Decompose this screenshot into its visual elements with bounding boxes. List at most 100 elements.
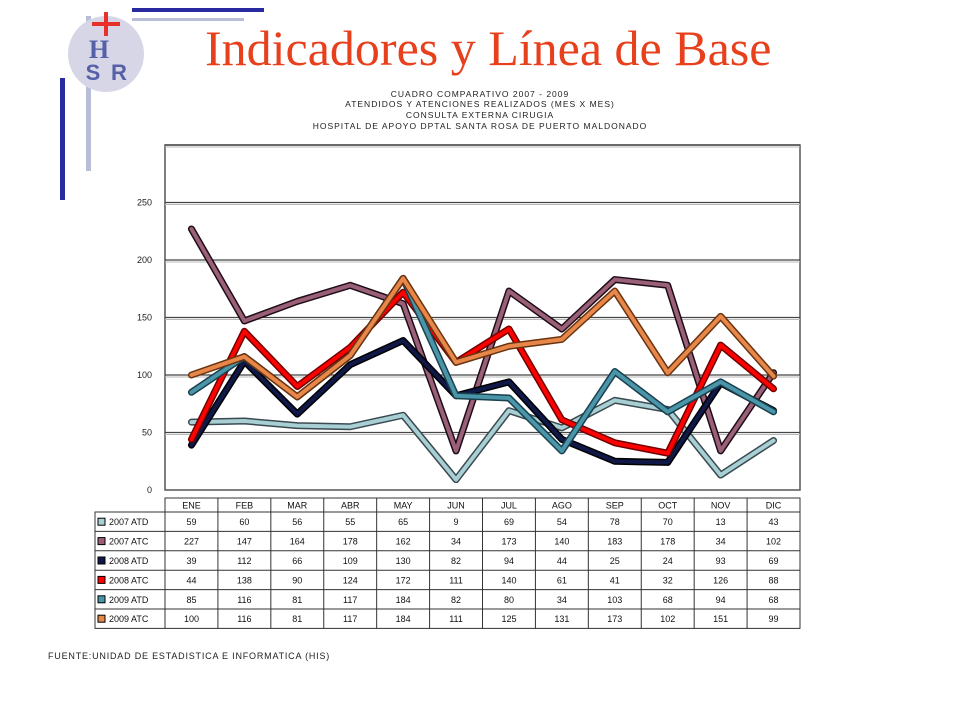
- table-cell-value: 94: [716, 595, 726, 605]
- data-point: [771, 438, 776, 443]
- series-stroke: [189, 398, 776, 482]
- data-point: [295, 395, 299, 399]
- series-line-2007-atc: [187, 225, 778, 455]
- series-stroke: [189, 276, 776, 399]
- data-point: [242, 319, 246, 323]
- table-cell-value: 112: [237, 556, 251, 566]
- data-point: [560, 418, 564, 422]
- table-row: 2007 ATC 227 147 164 178 162 34 173 140 183 178 34 1…: [97, 537, 781, 547]
- data-point: [348, 283, 352, 287]
- data-point: [454, 478, 458, 482]
- legend-label: 2008 ATC: [109, 575, 149, 585]
- table-cell-value: 78: [610, 517, 620, 527]
- table-cell-value: 147: [237, 537, 252, 547]
- legend-label: 2007 ATD: [109, 517, 149, 527]
- data-point: [189, 390, 194, 394]
- table-cell-value: 178: [343, 537, 358, 547]
- legend-label: 2007 ATC: [109, 537, 149, 547]
- table-cell-value: 109: [343, 556, 358, 566]
- table-cell-value: 183: [607, 537, 622, 547]
- data-point: [401, 413, 405, 417]
- data-point: [401, 290, 405, 294]
- table-cell-value: 61: [557, 575, 567, 585]
- table-cell-value: 25: [610, 556, 620, 566]
- data-point: [507, 289, 511, 293]
- data-point: [401, 276, 405, 280]
- table-cell-value: 93: [716, 556, 726, 566]
- legend-label: 2008 ATD: [109, 556, 149, 566]
- x-tick-label: ENE: [182, 501, 201, 511]
- legend-key: [97, 575, 106, 584]
- data-point: [719, 343, 723, 347]
- x-tick-label: OCT: [658, 501, 678, 511]
- data-point: [507, 396, 511, 400]
- table-cell-value: 56: [292, 517, 302, 527]
- data-point: [560, 437, 564, 441]
- table-cell-value: 81: [292, 595, 302, 605]
- data-point: [189, 443, 194, 447]
- data-table: ENE FEB MAR ABR MAY JUN JUL AGO SEP OCT NOV DIC 2007…: [94, 497, 801, 629]
- table-cell-value: 116: [237, 614, 251, 624]
- table-cell-value: 34: [451, 537, 461, 547]
- data-point: [242, 355, 246, 359]
- table-cell-value: 173: [501, 537, 516, 547]
- logo-letter-h: H: [89, 35, 109, 64]
- table-cell-value: 102: [766, 537, 781, 547]
- legend-label: 2009 ATC: [109, 614, 149, 624]
- table-cell-value: 94: [504, 556, 514, 566]
- table-cell-value: 70: [663, 517, 673, 527]
- chart-subtitle-3: CONSULTA EXTERNA CIRUGIA: [405, 110, 555, 120]
- table-cell-value: 151: [713, 614, 728, 624]
- x-tick-label: JUL: [501, 501, 517, 511]
- data-point: [189, 437, 194, 441]
- data-point: [454, 449, 458, 453]
- table-cell-value: 69: [769, 556, 779, 566]
- data-point: [613, 398, 617, 402]
- table-cell-value: 126: [713, 575, 728, 585]
- data-point: [348, 353, 352, 358]
- data-point: [560, 327, 564, 331]
- legend-key: [97, 517, 106, 526]
- x-tick-label: FEB: [236, 501, 254, 511]
- data-point: [719, 314, 723, 318]
- table-cell-value: 117: [343, 614, 357, 624]
- data-point: [454, 394, 458, 398]
- table-cell-value: 68: [769, 595, 779, 605]
- table-cell-value: 44: [186, 575, 196, 585]
- chart-subtitle-1: CUADRO COMPARATIVO 2007 - 2009: [390, 89, 570, 99]
- table-cell-value: 90: [292, 575, 302, 585]
- y-tick-label: 0: [147, 485, 152, 495]
- table-cell-value: 41: [610, 575, 620, 585]
- data-point: [401, 302, 405, 306]
- x-tick-label: SEP: [606, 501, 624, 511]
- table-cell-value: 55: [345, 517, 355, 527]
- table-cell-value: 66: [292, 556, 302, 566]
- series-line-2008-atc: [187, 288, 778, 457]
- x-tick-label: DIC: [766, 501, 782, 511]
- data-point: [719, 473, 723, 477]
- y-tick-label: 250: [137, 198, 152, 208]
- page-title: Indicadores y Línea de Base: [205, 20, 772, 76]
- table-cell-value: 100: [184, 614, 199, 624]
- table-row: 2008 ATD 39 112 66 109 130 82 94 44 25 24 93 69: [97, 556, 779, 566]
- data-point: [613, 289, 617, 293]
- table-row: 2008 ATC 44 138 90 124 172 111 140 61 41 32 126 88: [97, 575, 779, 585]
- source-note: FUENTE:UNIDAD DE ESTADISTICA E INFORMATI…: [48, 651, 331, 661]
- x-tick-label: ABR: [341, 501, 360, 511]
- data-point: [189, 420, 194, 424]
- data-point: [771, 387, 776, 391]
- hospital-logo: H S R: [60, 8, 264, 200]
- chart-subtitle-4: HOSPITAL DE APOYO DPTAL SANTA ROSA DE PU…: [312, 121, 648, 131]
- table-cell-value: 82: [451, 556, 461, 566]
- table-cell-value: 13: [716, 517, 726, 527]
- table-cell-value: 59: [186, 517, 196, 527]
- x-tick-label: MAR: [287, 501, 308, 511]
- table-cell-value: 138: [237, 575, 252, 585]
- y-tick-label: 200: [137, 255, 152, 265]
- data-point: [666, 283, 670, 287]
- data-point: [295, 384, 299, 389]
- table-cell-value: 111: [449, 575, 463, 585]
- data-point: [189, 227, 194, 231]
- legend-key: [97, 556, 106, 565]
- table-cell-value: 24: [663, 556, 673, 566]
